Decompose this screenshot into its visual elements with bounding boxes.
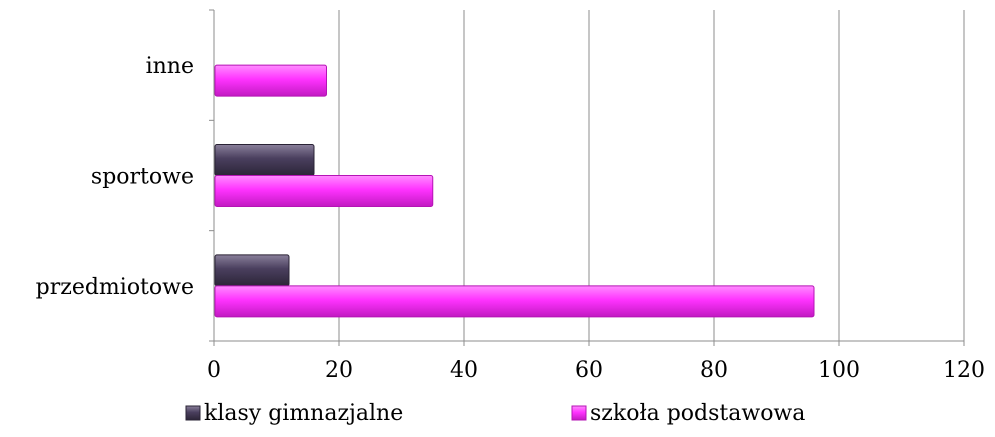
bars — [214, 64, 815, 318]
x-tick-label: 40 — [450, 358, 478, 383]
x-tick-label: 60 — [575, 358, 603, 383]
bar — [214, 254, 290, 287]
x-tick-label: 120 — [943, 358, 985, 383]
legend-swatch — [185, 405, 201, 421]
axes — [209, 9, 965, 346]
x-tick-labels: 0 20 40 60 80 100 120 — [207, 358, 985, 383]
bar — [214, 64, 327, 97]
bar — [214, 175, 434, 207]
category-labels: przedmiotowe sportowe inne — [36, 54, 194, 300]
category-label: inne — [146, 54, 194, 79]
legend: klasy gimnazjalne szkoła podstawowa — [185, 401, 805, 426]
category-label: sportowe — [91, 165, 194, 190]
category-label: przedmiotowe — [36, 275, 194, 300]
legend-label: klasy gimnazjalne — [204, 401, 403, 426]
x-tick-label: 0 — [207, 358, 221, 383]
x-tick-label: 80 — [700, 358, 728, 383]
bar — [214, 144, 315, 176]
x-tick-label: 20 — [325, 358, 353, 383]
legend-label: szkoła podstawowa — [590, 401, 805, 426]
bar — [214, 285, 815, 318]
x-tick-label: 100 — [818, 358, 860, 383]
legend-swatch — [571, 405, 587, 421]
